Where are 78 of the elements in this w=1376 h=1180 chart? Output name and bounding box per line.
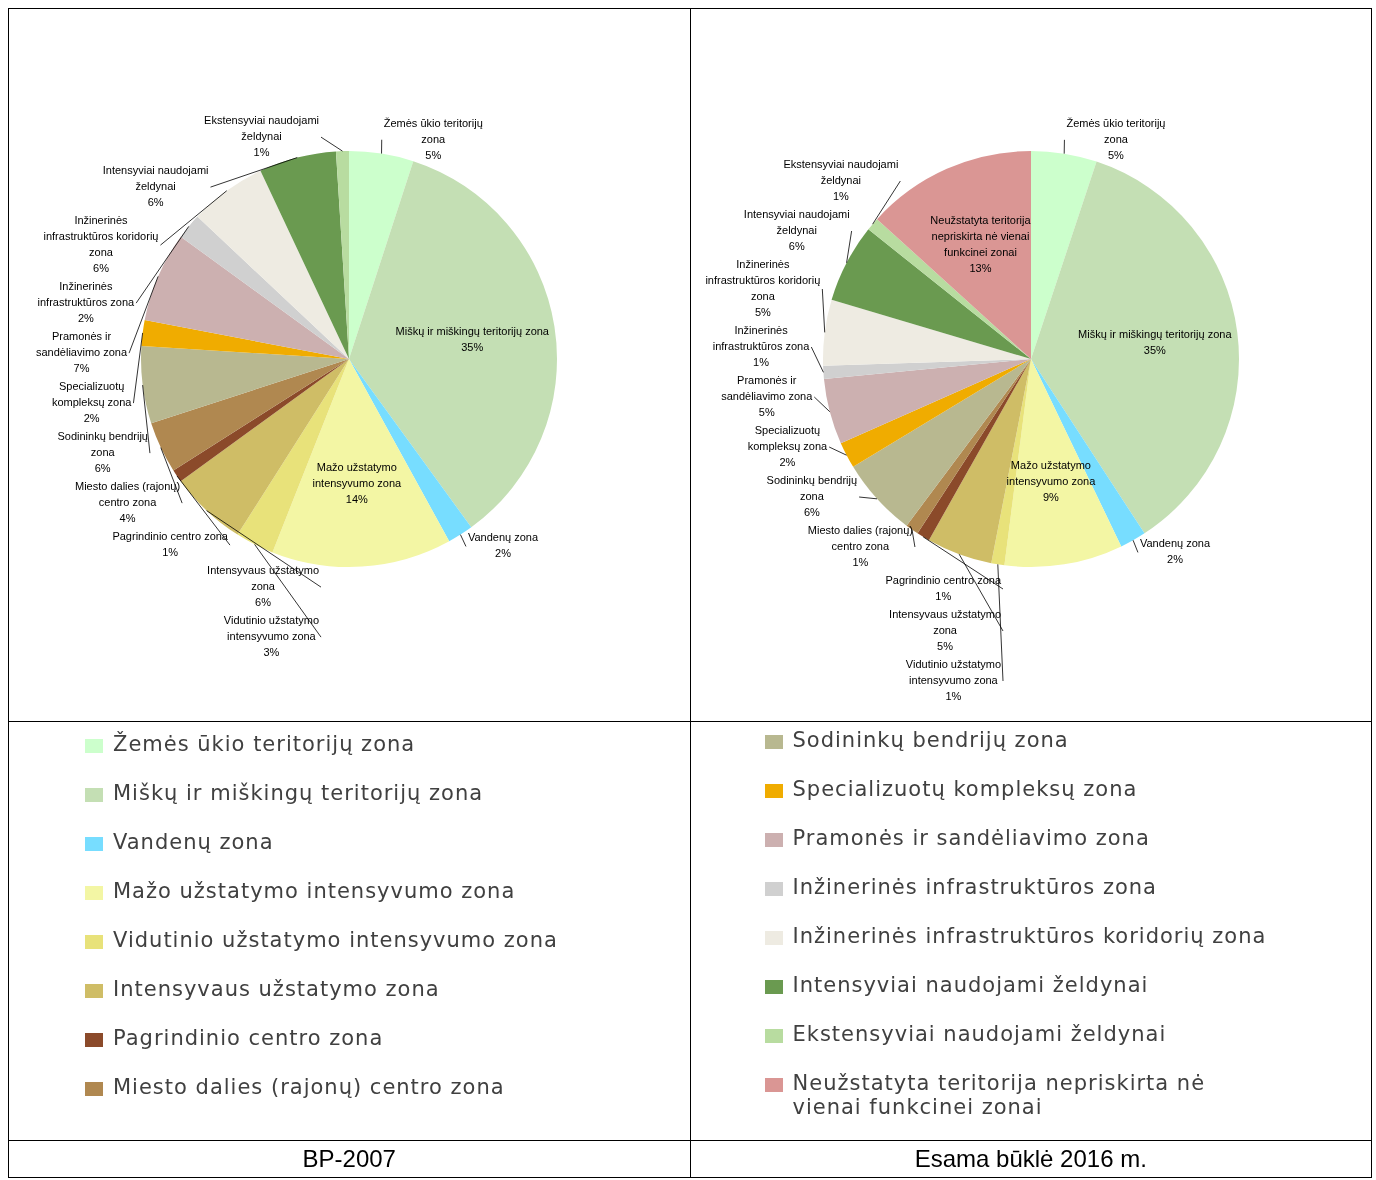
data-label: 6% (147, 196, 165, 209)
data-label: 13% (969, 261, 992, 274)
data-label: 5% (1107, 148, 1124, 161)
slice-label: Mažo užstatymo intensyvumo zona (1006, 459, 1096, 488)
data-label: 2% (779, 456, 796, 469)
slice-label: Miesto dalies (rajonų) centro zona (807, 524, 913, 553)
slice-label: Vidutinio užstatymo intensyvumo zona (905, 658, 1001, 687)
text: Esama būklė 2016 m. (913, 1144, 1148, 1174)
slice-label: Neužstatyta teritorija nepriskirta nė vienai funkcinei zonai (930, 213, 1032, 258)
text: BP-2007 (301, 1144, 397, 1174)
legend-label: Mažo užstatymo intensyvumo zona (113, 879, 516, 903)
slice-label: Specializuotų kompleksų zona (52, 380, 133, 409)
data-label: 6% (93, 262, 110, 275)
slice-label: Ekstensyviai naudojami želdynai (783, 158, 899, 187)
data-label: 1% (752, 356, 769, 369)
slice-label: Pagrindinio centro zona (112, 530, 230, 543)
slice-label: Intensyviai naudojami želdynai (102, 164, 209, 193)
data-label: 5% (425, 148, 442, 161)
legend-label: Inžinerinės infrastruktūros koridorių zona (792, 924, 1267, 948)
data-label: 1% (162, 546, 179, 559)
legend-label: Ekstensyviai naudojami želdynai (792, 1022, 1167, 1046)
data-label: 2% (83, 412, 101, 425)
data-label: 35% (1143, 344, 1166, 357)
legend-label: Intensyvaus užstatymo zona (113, 977, 440, 1001)
data-label: 1% (935, 590, 952, 603)
data-label: 14% (346, 492, 369, 505)
data-label: 9% (1042, 491, 1059, 504)
legend-label: Specializuotų kompleksų zona (792, 777, 1138, 801)
data-label: 6% (788, 240, 805, 253)
data-label: 7% (73, 362, 90, 375)
slice-label: Vidutinio užstatymo intensyvumo zona (224, 614, 320, 643)
data-label: 6% (94, 462, 112, 475)
slice-label: Inžinerinės infrastruktūros zona (712, 324, 810, 353)
legend-label: Pagrindinio centro zona (113, 1026, 384, 1050)
legend-label: Inžinerinės infrastruktūros zona (792, 875, 1157, 899)
legend-label: Sodininkų bendrijų zona (792, 728, 1069, 752)
data-label: 2% (495, 547, 512, 560)
data-label: 2% (1166, 553, 1183, 566)
slice-label: Žemės ūkio teritorijų zona (383, 116, 484, 145)
slice-label: Pramonės ir sandėliavimo zona (36, 330, 129, 359)
legend-label: Intensyviai naudojami želdynai (792, 973, 1149, 997)
legend-label: Vidutinio užstatymo intensyvumo zona (113, 928, 558, 952)
slice-label: Miesto dalies (rajonų) centro zona (75, 480, 181, 509)
data-label: 2% (78, 312, 95, 325)
data-label: 35% (461, 340, 484, 353)
slice-label: Pramonės ir sandėliavimo zona (720, 374, 813, 403)
data-label: 1% (945, 690, 962, 703)
legend-label: Miesto dalies (rajonų) centro zona (113, 1075, 505, 1099)
legend-label: Miškų ir miškingų teritorijų zona (113, 781, 484, 805)
legend-label: Neužstatyta teritorija nepriskirta nė vienai funkcinei zonai (792, 1071, 1207, 1119)
slice-label: Inžinerinės infrastruktūros koridorių zona (43, 214, 159, 259)
slice-label: Inžinerinės infrastruktūros zona (37, 280, 136, 309)
legend-label: Pramonės ir sandėliavimo zona (792, 826, 1150, 850)
slice-label: Inžinerinės infrastruktūros koridorių zona (705, 258, 821, 303)
slice-label: Žemės ūkio teritorijų zona (1066, 116, 1166, 145)
data-label: 3% (263, 646, 280, 659)
data-label: 5% (936, 640, 953, 653)
slice-label: Miškų ir miškingų teritorijų zona (395, 324, 551, 337)
legend-label: Žemės ūkio teritorijų zona (113, 732, 416, 756)
slice-label: Sodininkų bendrijų zona (57, 430, 149, 459)
slice-label: Intensyvaus užstatymo zona (888, 608, 1001, 637)
data-label: 5% (758, 406, 775, 419)
data-label: 1% (852, 556, 869, 569)
data-label: 1% (253, 146, 270, 159)
data-label: 5% (754, 306, 771, 319)
slice-label: Ekstensyviai naudojami želdynai (204, 114, 320, 143)
slice-label: Intensyviai naudojami želdynai (743, 208, 850, 237)
slice-label: Vandenų zona (1139, 537, 1211, 550)
data-label: 6% (803, 506, 820, 519)
data-label: 4% (119, 512, 136, 525)
slice-label: Specializuotų kompleksų zona (747, 424, 828, 453)
data-label: 1% (832, 190, 849, 203)
slice-label: Sodininkų bendrijų zona (766, 474, 857, 503)
legend-label: Vandenų zona (113, 830, 274, 854)
data-label: 6% (255, 596, 272, 609)
slice-label: Miškų ir miškingų teritorijų zona (1077, 328, 1233, 341)
slice-label: Vandenų zona (468, 531, 540, 544)
slice-label: Mažo užstatymo intensyvumo zona (312, 460, 403, 489)
